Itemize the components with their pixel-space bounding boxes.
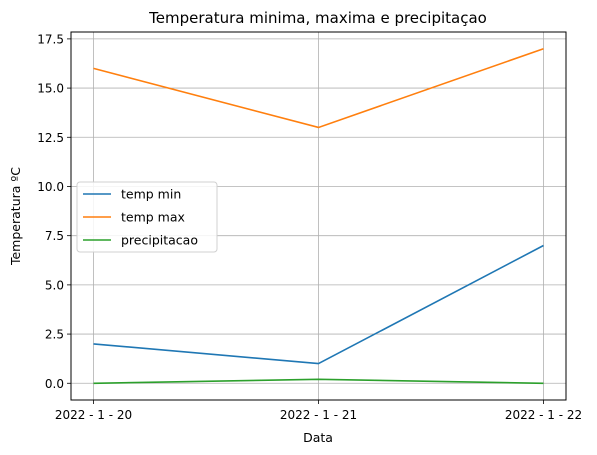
y-tick-label: 15.0	[37, 82, 64, 96]
x-axis-label: Data	[303, 430, 333, 445]
y-tick-label: 0.0	[45, 377, 64, 391]
x-tick-label: 2022 - 1 - 22	[505, 408, 582, 422]
series-line-temp-min	[93, 244, 544, 365]
y-tick-label: 5.0	[45, 278, 64, 292]
legend-label-temp-min: temp min	[121, 187, 181, 202]
chart-title: Temperatura minima, maxima e precipitaça…	[148, 9, 487, 27]
legend-label-temp-max: temp max	[121, 210, 185, 225]
series-lines	[93, 47, 544, 385]
y-tick-label: 7.5	[45, 229, 64, 243]
legend-label-precipitacao: precipitacao	[121, 233, 198, 248]
legend-box	[76, 181, 218, 253]
axis-ticks: 2022 - 1 - 20 2022 - 1 - 21 2022 - 1 - 22 0…	[37, 32, 582, 422]
series-line-temp-max	[93, 47, 544, 129]
y-tick-label: 17.5	[37, 32, 64, 46]
legend: temp min temp max precipitacao	[76, 181, 218, 253]
series-line-precipitacao	[93, 378, 544, 385]
y-tick-label: 10.0	[37, 180, 64, 194]
y-tick-label: 12.5	[37, 131, 64, 145]
y-tick-label: 2.5	[45, 328, 64, 342]
x-tick-label: 2022 - 1 - 21	[280, 408, 357, 422]
y-axis-label: Temperatura ºC	[8, 167, 23, 266]
x-tick-label: 2022 - 1 - 20	[55, 408, 132, 422]
